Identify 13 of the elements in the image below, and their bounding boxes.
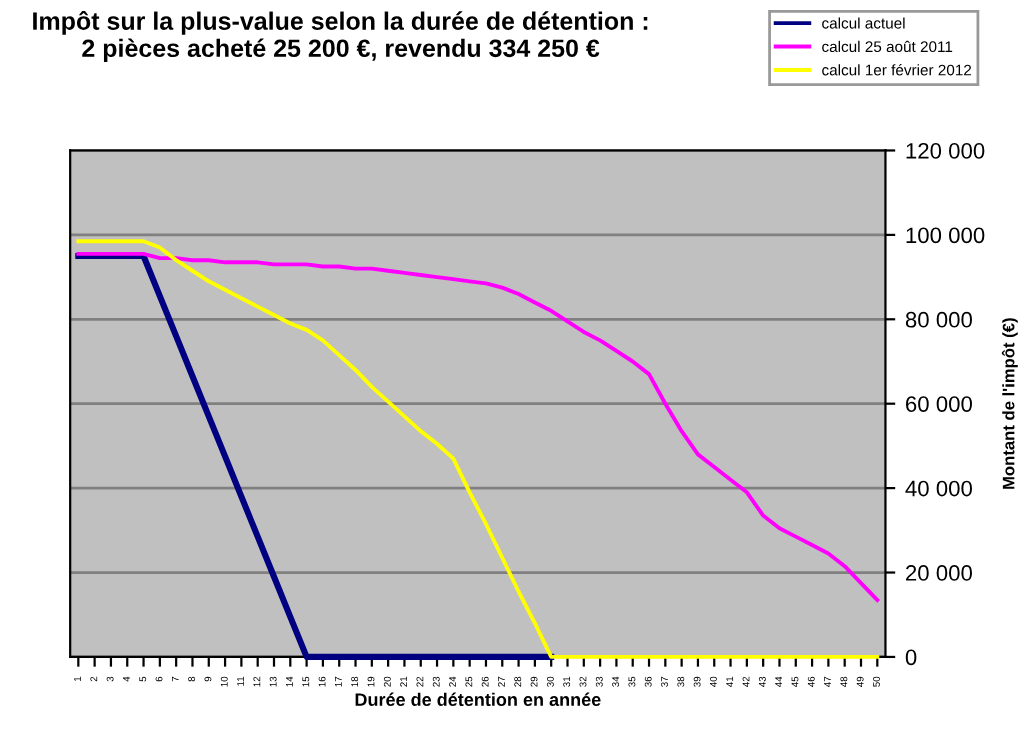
y-tick-label: 40 000 — [905, 480, 972, 497]
chart-title: Impôt sur la plus-value selon la durée de détention : 2 pièces acheté 25 200 €, revendu 334 250 € — [33, 11, 648, 63]
y-tick-label: 0 — [905, 649, 917, 666]
x-axis-title: Durée de détention en année — [355, 692, 601, 707]
y-tick-label: 20 000 — [906, 565, 972, 581]
y-axis-title: Montant de l'impôt (€) — [1001, 318, 1018, 489]
y-tick-label: 120 000 — [906, 143, 985, 159]
y-tick-label: 80 000 — [905, 311, 972, 328]
line-series — [76, 239, 880, 659]
line-series — [75, 252, 555, 660]
y-tick-label: 60 000 — [906, 396, 972, 412]
line-series — [76, 251, 880, 602]
y-tick-label: 100 000 — [906, 227, 985, 244]
